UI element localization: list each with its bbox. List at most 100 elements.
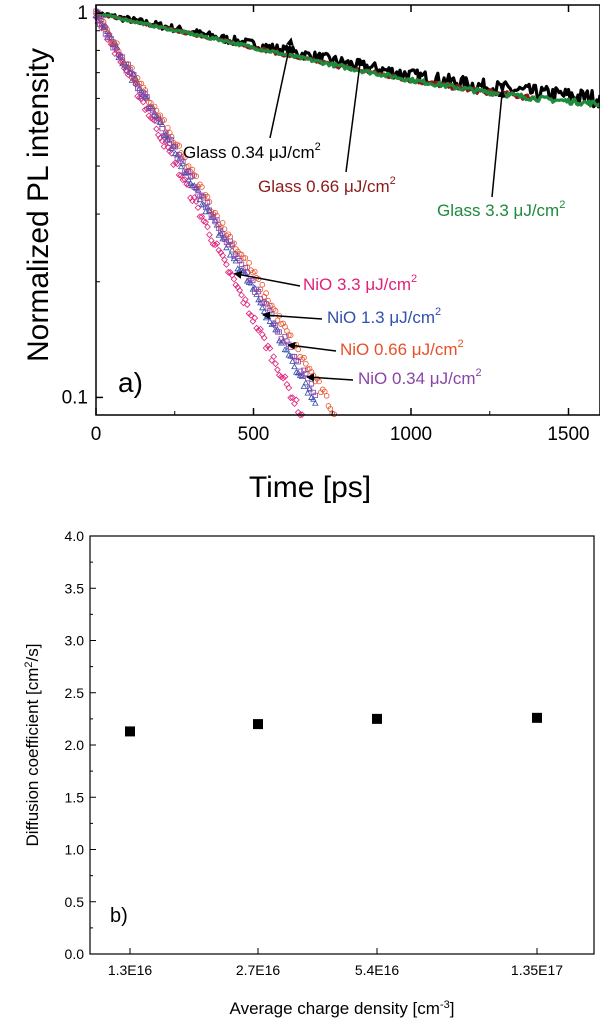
data-point <box>229 241 235 247</box>
y-tick-label: 1.0 <box>65 842 85 858</box>
data-point <box>298 373 306 379</box>
x-tick-label: 2.7E16 <box>236 962 281 978</box>
data-point <box>295 346 302 353</box>
data-point <box>158 137 166 145</box>
data-point <box>123 68 129 74</box>
data-point <box>251 314 259 322</box>
annotation-arrow <box>306 373 354 382</box>
data-point <box>139 98 147 106</box>
data-point <box>164 143 172 151</box>
panel-b-y-axis: 0.0 0.5 1.0 1.5 2.0 2.5 3.0 3.5 4.0 <box>65 528 96 962</box>
panel-a: 0 500 1000 1500 0.11 Glass 0.34 μJ/cm2Glass… <box>22 3 600 504</box>
panel-b-x-axis: 1.3E16 2.7E16 5.4E16 1.35E17 <box>108 948 563 978</box>
annotation-arrow <box>287 341 337 352</box>
data-point <box>280 340 286 346</box>
data-point <box>240 255 247 261</box>
data-point <box>291 400 298 407</box>
annotation-glass-3-3-j-cm: Glass 3.3 μJ/cm2 <box>437 89 565 220</box>
data-point <box>250 277 256 284</box>
panel-b-x-axis-title: Average charge density [cm-3] <box>230 999 455 1018</box>
panel-a-x-axis: 0 500 1000 1500 <box>91 5 590 445</box>
data-point <box>189 166 196 173</box>
data-point <box>274 366 281 374</box>
data-point <box>285 332 292 338</box>
annotation-nio-1-3-j-cm: NiO 1.3 μJ/cm2 <box>261 306 441 327</box>
data-point <box>133 80 139 86</box>
data-point <box>253 719 263 730</box>
data-point <box>291 363 298 370</box>
data-point <box>301 354 307 361</box>
data-point <box>325 403 332 409</box>
panel-a-x-axis-title: Time [ps] <box>249 471 371 504</box>
series-glass-3-3-j-cm-line <box>95 12 600 108</box>
data-point <box>196 196 204 203</box>
data-point <box>244 269 250 275</box>
annotation-nio-3-3-j-cm: NiO 3.3 μJ/cm2 <box>233 270 417 294</box>
data-point <box>532 712 542 723</box>
data-point <box>206 231 213 239</box>
data-point <box>243 301 251 308</box>
data-point <box>263 290 269 296</box>
y-tick-label: 3.0 <box>65 633 85 649</box>
data-point <box>306 385 313 392</box>
y-tick-label: 0.1 <box>62 387 88 408</box>
data-point <box>207 237 215 244</box>
annotation-label: NiO 1.3 μJ/cm2 <box>327 306 441 327</box>
data-point <box>162 138 170 145</box>
data-point <box>251 268 258 275</box>
annotation-label: Glass 0.66 μJ/cm2 <box>258 175 396 196</box>
data-point <box>148 100 154 106</box>
y-tick-label: 0.0 <box>65 946 85 962</box>
annotation-label: NiO 0.66 μJ/cm2 <box>340 338 464 359</box>
annotation-arrow <box>345 57 364 173</box>
data-point <box>177 163 185 170</box>
data-point <box>170 161 177 168</box>
data-point <box>224 268 232 276</box>
data-point <box>213 240 221 248</box>
annotation-label: NiO 0.34 μJ/cm2 <box>358 367 482 388</box>
data-point <box>308 381 315 387</box>
data-point <box>311 399 319 406</box>
annotation-label: Glass 3.3 μJ/cm2 <box>437 199 565 220</box>
data-point <box>214 217 220 223</box>
data-point <box>302 379 310 386</box>
data-point <box>259 304 266 311</box>
data-point <box>108 35 114 42</box>
data-point <box>276 329 282 335</box>
x-tick-label: 500 <box>238 424 270 445</box>
data-point <box>193 173 199 180</box>
panel-b: 0.0 0.5 1.0 1.5 2.0 2.5 3.0 3.5 4.0 1.3E16 2.7E16… <box>23 528 595 1018</box>
data-point <box>372 713 382 724</box>
data-point <box>210 213 216 220</box>
data-point <box>257 325 264 333</box>
data-point <box>302 360 309 367</box>
data-point <box>151 109 158 116</box>
data-point <box>270 353 278 361</box>
x-tick-label: 1500 <box>547 424 589 445</box>
data-point <box>193 185 199 192</box>
y-tick-label: 3.5 <box>65 580 85 596</box>
y-tick-label: 2.0 <box>65 737 85 753</box>
panel-a-plot-frame <box>95 4 600 416</box>
data-point <box>316 378 322 385</box>
data-point <box>196 213 204 221</box>
x-tick-label: 1.3E16 <box>108 962 153 978</box>
y-tick-label: 2.5 <box>65 685 85 701</box>
data-point <box>176 143 182 149</box>
data-point <box>198 213 206 221</box>
x-tick-label: 1.35E17 <box>511 962 563 978</box>
data-point <box>172 144 178 150</box>
panel-a-y-axis-title: Normalized PL intensity <box>22 48 55 362</box>
data-point <box>283 381 291 388</box>
data-point <box>292 396 300 404</box>
data-point <box>214 212 220 219</box>
y-tick-label: 0.5 <box>65 894 85 910</box>
data-point <box>255 289 262 295</box>
data-point <box>204 199 211 206</box>
data-point <box>272 360 279 368</box>
data-point <box>168 133 175 140</box>
data-point <box>206 207 212 213</box>
data-point <box>300 383 308 389</box>
data-point <box>298 411 306 418</box>
